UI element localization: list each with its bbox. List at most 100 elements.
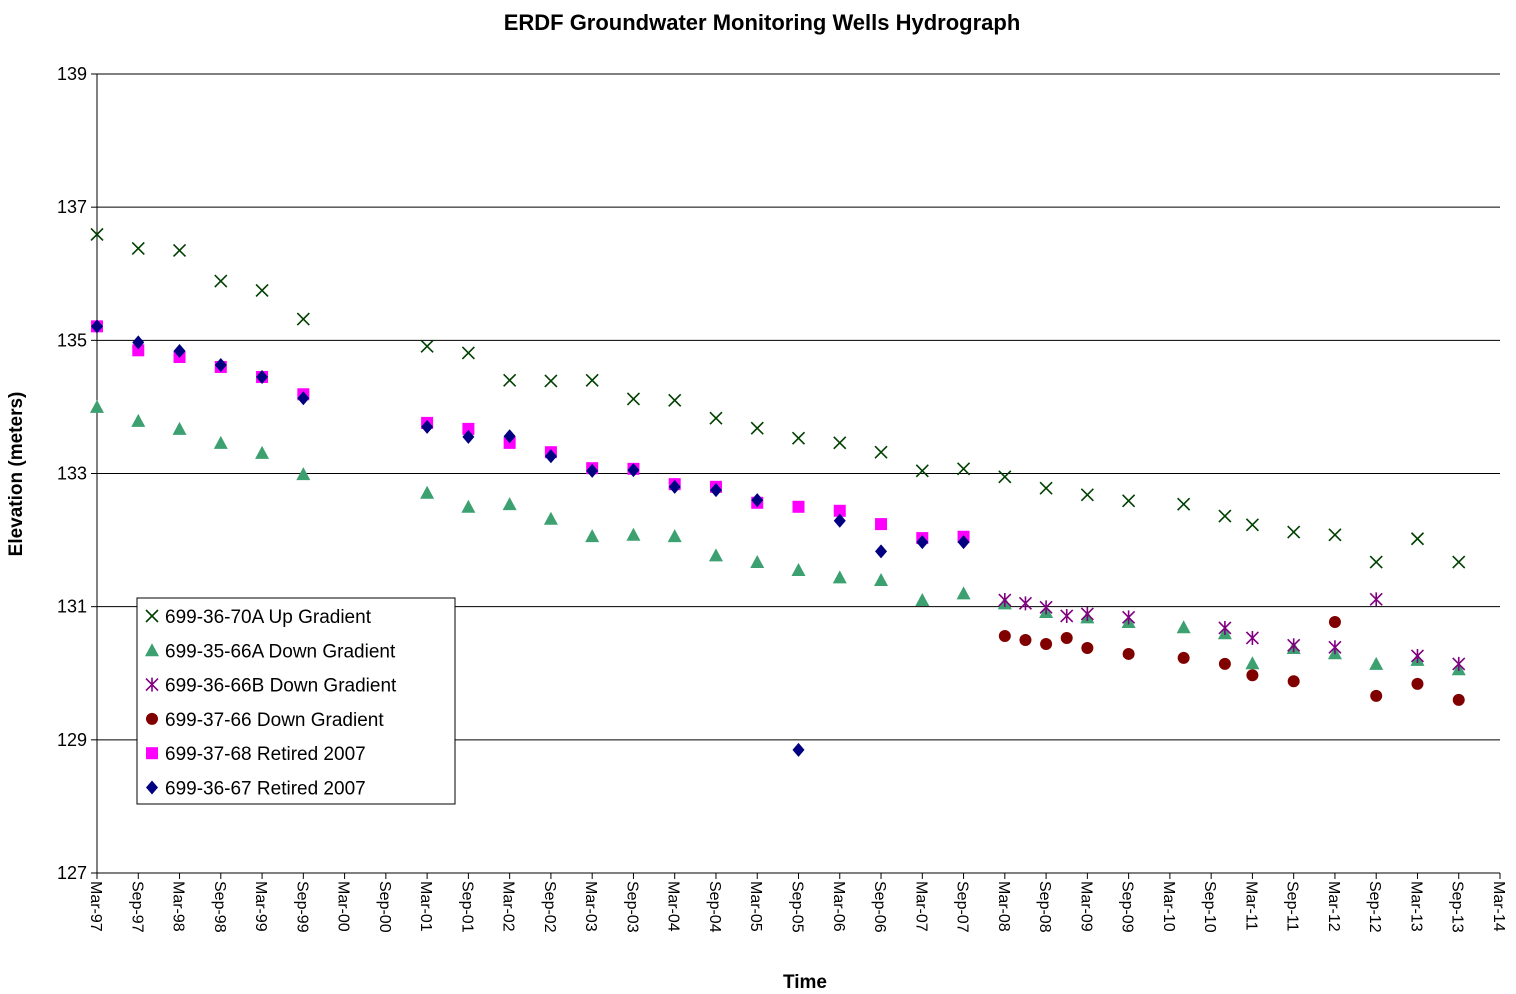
marker — [91, 319, 103, 334]
marker — [874, 573, 889, 587]
x-tick-label: Mar-02 — [500, 881, 517, 932]
marker — [255, 445, 270, 459]
marker — [709, 483, 722, 498]
x-tick-label: Sep-02 — [541, 881, 558, 933]
marker — [833, 436, 847, 450]
marker — [420, 485, 435, 499]
x-tick-label: Sep-10 — [1201, 881, 1218, 933]
marker — [296, 467, 311, 481]
marker — [791, 431, 806, 445]
y-tick-label: 133 — [57, 464, 87, 484]
marker — [750, 555, 765, 569]
y-tick-label: 137 — [57, 197, 87, 217]
marker — [1411, 677, 1424, 690]
x-tick-label: Sep-01 — [458, 881, 475, 933]
marker — [1328, 528, 1342, 542]
marker — [1246, 669, 1259, 682]
marker — [668, 393, 682, 407]
marker — [462, 429, 475, 444]
marker — [214, 357, 227, 372]
x-tick-label: Mar-07 — [912, 881, 929, 932]
marker — [1177, 497, 1191, 511]
x-tick-label: Sep-04 — [706, 881, 723, 933]
marker — [956, 586, 971, 600]
marker — [1177, 651, 1190, 664]
marker — [1369, 592, 1383, 607]
chart-title: ERDF Groundwater Monitoring Wells Hydrog… — [504, 10, 1021, 35]
legend-label: 699-36-66B Down Gradient — [165, 676, 397, 697]
marker — [1060, 631, 1073, 644]
marker — [461, 499, 476, 513]
marker — [1452, 656, 1466, 671]
x-tick-label: Mar-98 — [170, 881, 187, 932]
x-tick-label: Mar-10 — [1160, 881, 1177, 932]
marker — [462, 422, 475, 435]
marker — [832, 570, 847, 584]
y-axis-label: Elevation (meters) — [6, 392, 27, 557]
y-tick-label: 129 — [57, 730, 87, 750]
x-tick-label: Sep-07 — [954, 881, 971, 933]
x-tick-label: Sep-03 — [623, 881, 640, 933]
marker — [1370, 689, 1383, 702]
x-tick-label: Sep-05 — [789, 881, 806, 933]
legend-marker — [145, 609, 159, 623]
marker — [1369, 656, 1384, 670]
marker — [544, 374, 558, 388]
marker — [1040, 637, 1053, 650]
x-tick-label: Sep-12 — [1366, 881, 1383, 933]
marker — [172, 421, 187, 435]
x-tick-label: Mar-00 — [335, 881, 352, 932]
marker — [1328, 615, 1341, 628]
marker — [627, 463, 640, 478]
marker — [296, 312, 310, 326]
legend-label: 699-35-66A Down Gradient — [165, 641, 396, 662]
marker — [1369, 555, 1383, 569]
marker — [874, 445, 888, 459]
marker — [1452, 693, 1465, 706]
marker — [1122, 610, 1136, 625]
marker — [1245, 656, 1260, 670]
marker — [1218, 509, 1232, 523]
marker — [131, 241, 145, 256]
marker — [420, 339, 434, 353]
marker — [1287, 638, 1301, 653]
x-tick-label: Mar-11 — [1242, 881, 1259, 931]
marker — [1060, 608, 1074, 623]
marker — [172, 243, 187, 258]
marker — [1039, 600, 1053, 615]
marker — [956, 462, 971, 476]
marker — [132, 335, 145, 350]
marker — [502, 497, 517, 511]
y-tick-label: 127 — [57, 863, 87, 883]
x-tick-label: Mar-01 — [417, 881, 434, 932]
marker — [173, 343, 186, 358]
x-tick-label: Mar-13 — [1407, 881, 1424, 932]
marker — [998, 629, 1011, 642]
marker — [297, 391, 310, 406]
marker — [668, 479, 681, 494]
marker — [1287, 525, 1301, 539]
legend-label: 699-37-68 Retired 2007 — [165, 744, 366, 765]
marker — [1080, 606, 1094, 621]
x-tick-label: Mar-09 — [1077, 881, 1094, 932]
marker — [708, 548, 723, 562]
marker — [90, 399, 104, 413]
legend-marker — [145, 643, 159, 657]
marker — [792, 742, 805, 757]
marker — [503, 429, 516, 444]
marker — [709, 411, 723, 425]
marker — [503, 373, 517, 387]
marker — [1452, 555, 1466, 569]
marker — [875, 518, 888, 531]
x-tick-label: Mar-03 — [582, 881, 599, 932]
marker — [1080, 488, 1094, 502]
marker — [626, 392, 641, 406]
marker — [875, 544, 888, 559]
marker — [998, 593, 1012, 608]
marker — [1245, 518, 1259, 532]
marker — [916, 535, 929, 550]
x-tick-label: Sep-11 — [1284, 881, 1301, 932]
x-tick-label: Mar-08 — [995, 881, 1012, 932]
marker — [544, 449, 557, 464]
marker — [998, 470, 1012, 484]
